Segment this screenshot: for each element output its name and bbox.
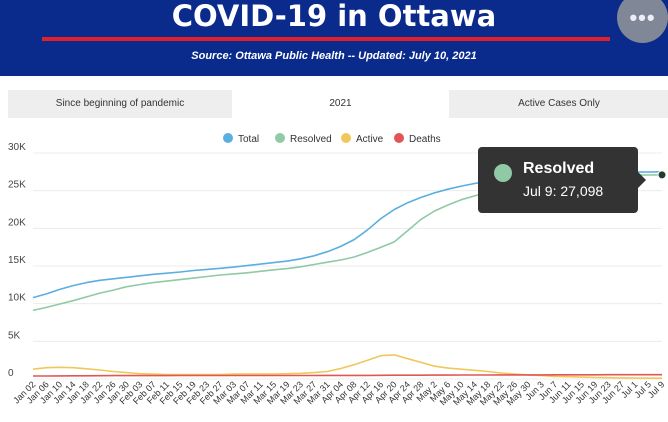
legend-label-deaths: Deaths <box>409 134 441 145</box>
more-menu-button[interactable]: ••• <box>617 0 668 43</box>
y-tick-label: 0 <box>8 368 14 379</box>
y-tick-label: 25K <box>8 180 26 191</box>
page-title: COVID-19 in Ottawa <box>171 0 497 33</box>
series-line-deaths[interactable] <box>33 373 662 377</box>
page-header: COVID-19 in Ottawa Source: Ottawa Public… <box>0 0 668 76</box>
highlighted-point <box>657 170 667 180</box>
tab-bar: Since beginning of pandemic 2021 Active … <box>8 90 668 118</box>
tab-since-beginning[interactable]: Since beginning of pandemic <box>8 90 232 118</box>
tab-label: 2021 <box>329 98 352 109</box>
y-tick-label: 30K <box>8 142 26 153</box>
legend-marker-resolved <box>275 133 285 143</box>
title-underline <box>42 37 610 41</box>
legend-label-active: Active <box>356 134 384 145</box>
legend-marker-active <box>341 133 351 143</box>
y-tick-label: 5K <box>8 330 21 341</box>
tooltip-series-marker <box>494 164 512 182</box>
source-line: Source: Ottawa Public Health -- Updated:… <box>191 50 477 62</box>
tooltip-pointer <box>638 172 646 188</box>
legend-marker-deaths <box>394 133 404 143</box>
y-tick-label: 15K <box>8 255 26 266</box>
tab-label: Since beginning of pandemic <box>55 98 185 109</box>
legend-marker-total <box>223 133 233 143</box>
legend-label-total: Total <box>238 134 259 145</box>
tab-active-cases[interactable]: Active Cases Only <box>449 90 668 118</box>
tab-label: Active Cases Only <box>518 98 600 109</box>
y-tick-label: 10K <box>8 293 26 304</box>
chart-tooltip: Resolved Jul 9: 27,098 <box>478 147 638 213</box>
legend-label-resolved: Resolved <box>290 134 332 145</box>
tooltip-series-name: Resolved <box>523 160 595 177</box>
more-icon: ••• <box>629 5 656 30</box>
series-line-active[interactable] <box>32 354 662 379</box>
y-tick-label: 20K <box>8 217 26 228</box>
tooltip-value: Jul 9: 27,098 <box>523 183 604 199</box>
tab-2021[interactable]: 2021 <box>232 90 449 118</box>
